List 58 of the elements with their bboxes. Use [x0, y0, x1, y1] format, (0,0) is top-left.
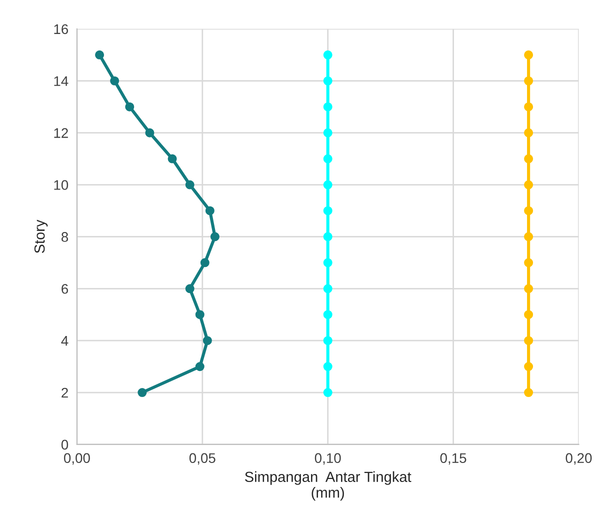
point	[524, 206, 534, 216]
point	[323, 102, 332, 112]
point	[110, 76, 120, 86]
y-tick-label: 14	[54, 76, 68, 86]
y-tick-label: 0	[61, 440, 68, 450]
point	[200, 258, 210, 268]
point	[210, 232, 220, 242]
y-tick-label: 4	[61, 336, 68, 346]
x-tick-label: 0,20	[566, 453, 592, 465]
point	[168, 154, 177, 164]
point	[323, 362, 332, 372]
point	[323, 258, 332, 268]
y-tick-label: 12	[54, 128, 68, 138]
point	[323, 76, 332, 86]
y-tick-label: 10	[54, 180, 68, 190]
point	[323, 232, 332, 242]
point	[524, 128, 534, 138]
x-tick-label: 0,00	[64, 453, 90, 465]
point	[524, 258, 534, 268]
point	[195, 362, 204, 372]
x-tick-label: 0,10	[314, 453, 341, 465]
point	[195, 310, 204, 320]
point	[323, 206, 332, 216]
x-tick-label: 0,15	[440, 453, 466, 465]
point	[125, 102, 134, 112]
point	[323, 50, 332, 60]
y-tick-label: 2	[62, 388, 68, 398]
point	[323, 284, 332, 294]
point	[524, 362, 534, 372]
point	[323, 180, 332, 190]
point	[524, 388, 534, 398]
y-tick-label: 16	[54, 24, 68, 34]
point	[323, 154, 332, 164]
x-axis-title: Simpangan Antar Tingkat (mm)	[245, 471, 412, 501]
point	[524, 50, 534, 60]
point	[323, 336, 332, 346]
point	[524, 154, 534, 164]
point	[524, 310, 534, 320]
point	[323, 310, 332, 320]
point	[202, 336, 212, 346]
point	[524, 284, 534, 294]
x-tick-label: 0,05	[189, 453, 216, 465]
point	[524, 336, 534, 346]
y-axis-title: Story	[34, 220, 48, 254]
point	[524, 232, 534, 242]
point	[323, 128, 332, 138]
y-tick-label: 8	[62, 232, 68, 242]
point	[205, 206, 214, 216]
point	[323, 388, 332, 398]
point	[138, 388, 147, 398]
point	[524, 180, 534, 190]
point	[524, 102, 534, 112]
point	[95, 50, 104, 60]
point	[185, 284, 194, 294]
point	[145, 128, 154, 138]
point	[524, 76, 534, 86]
point	[185, 180, 194, 190]
y-tick-label: 6	[62, 284, 68, 294]
